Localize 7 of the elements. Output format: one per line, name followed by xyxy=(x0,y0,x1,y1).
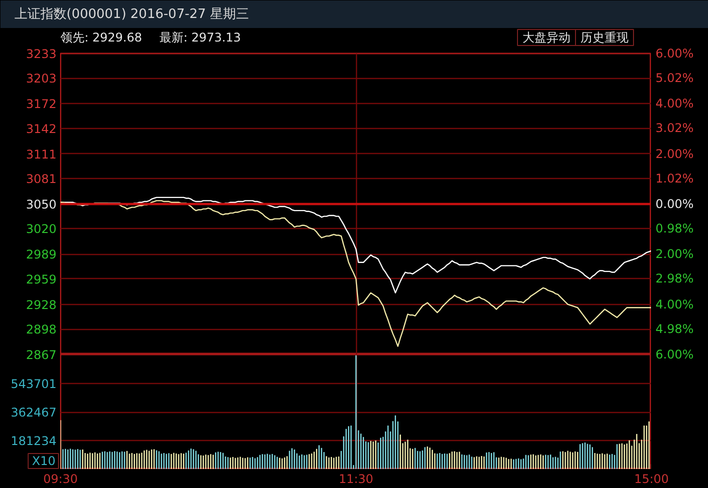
y-tick-label: 181234 xyxy=(10,434,57,448)
y-tick-label: 543701 xyxy=(10,376,57,391)
x-tick-label: 15:00 xyxy=(634,472,669,486)
x-tick-label: 09:30 xyxy=(43,472,78,486)
y-tick-label: 362467 xyxy=(10,406,57,420)
y-axis-title: X10 xyxy=(32,454,56,468)
x-tick-label: 11:30 xyxy=(338,472,374,486)
